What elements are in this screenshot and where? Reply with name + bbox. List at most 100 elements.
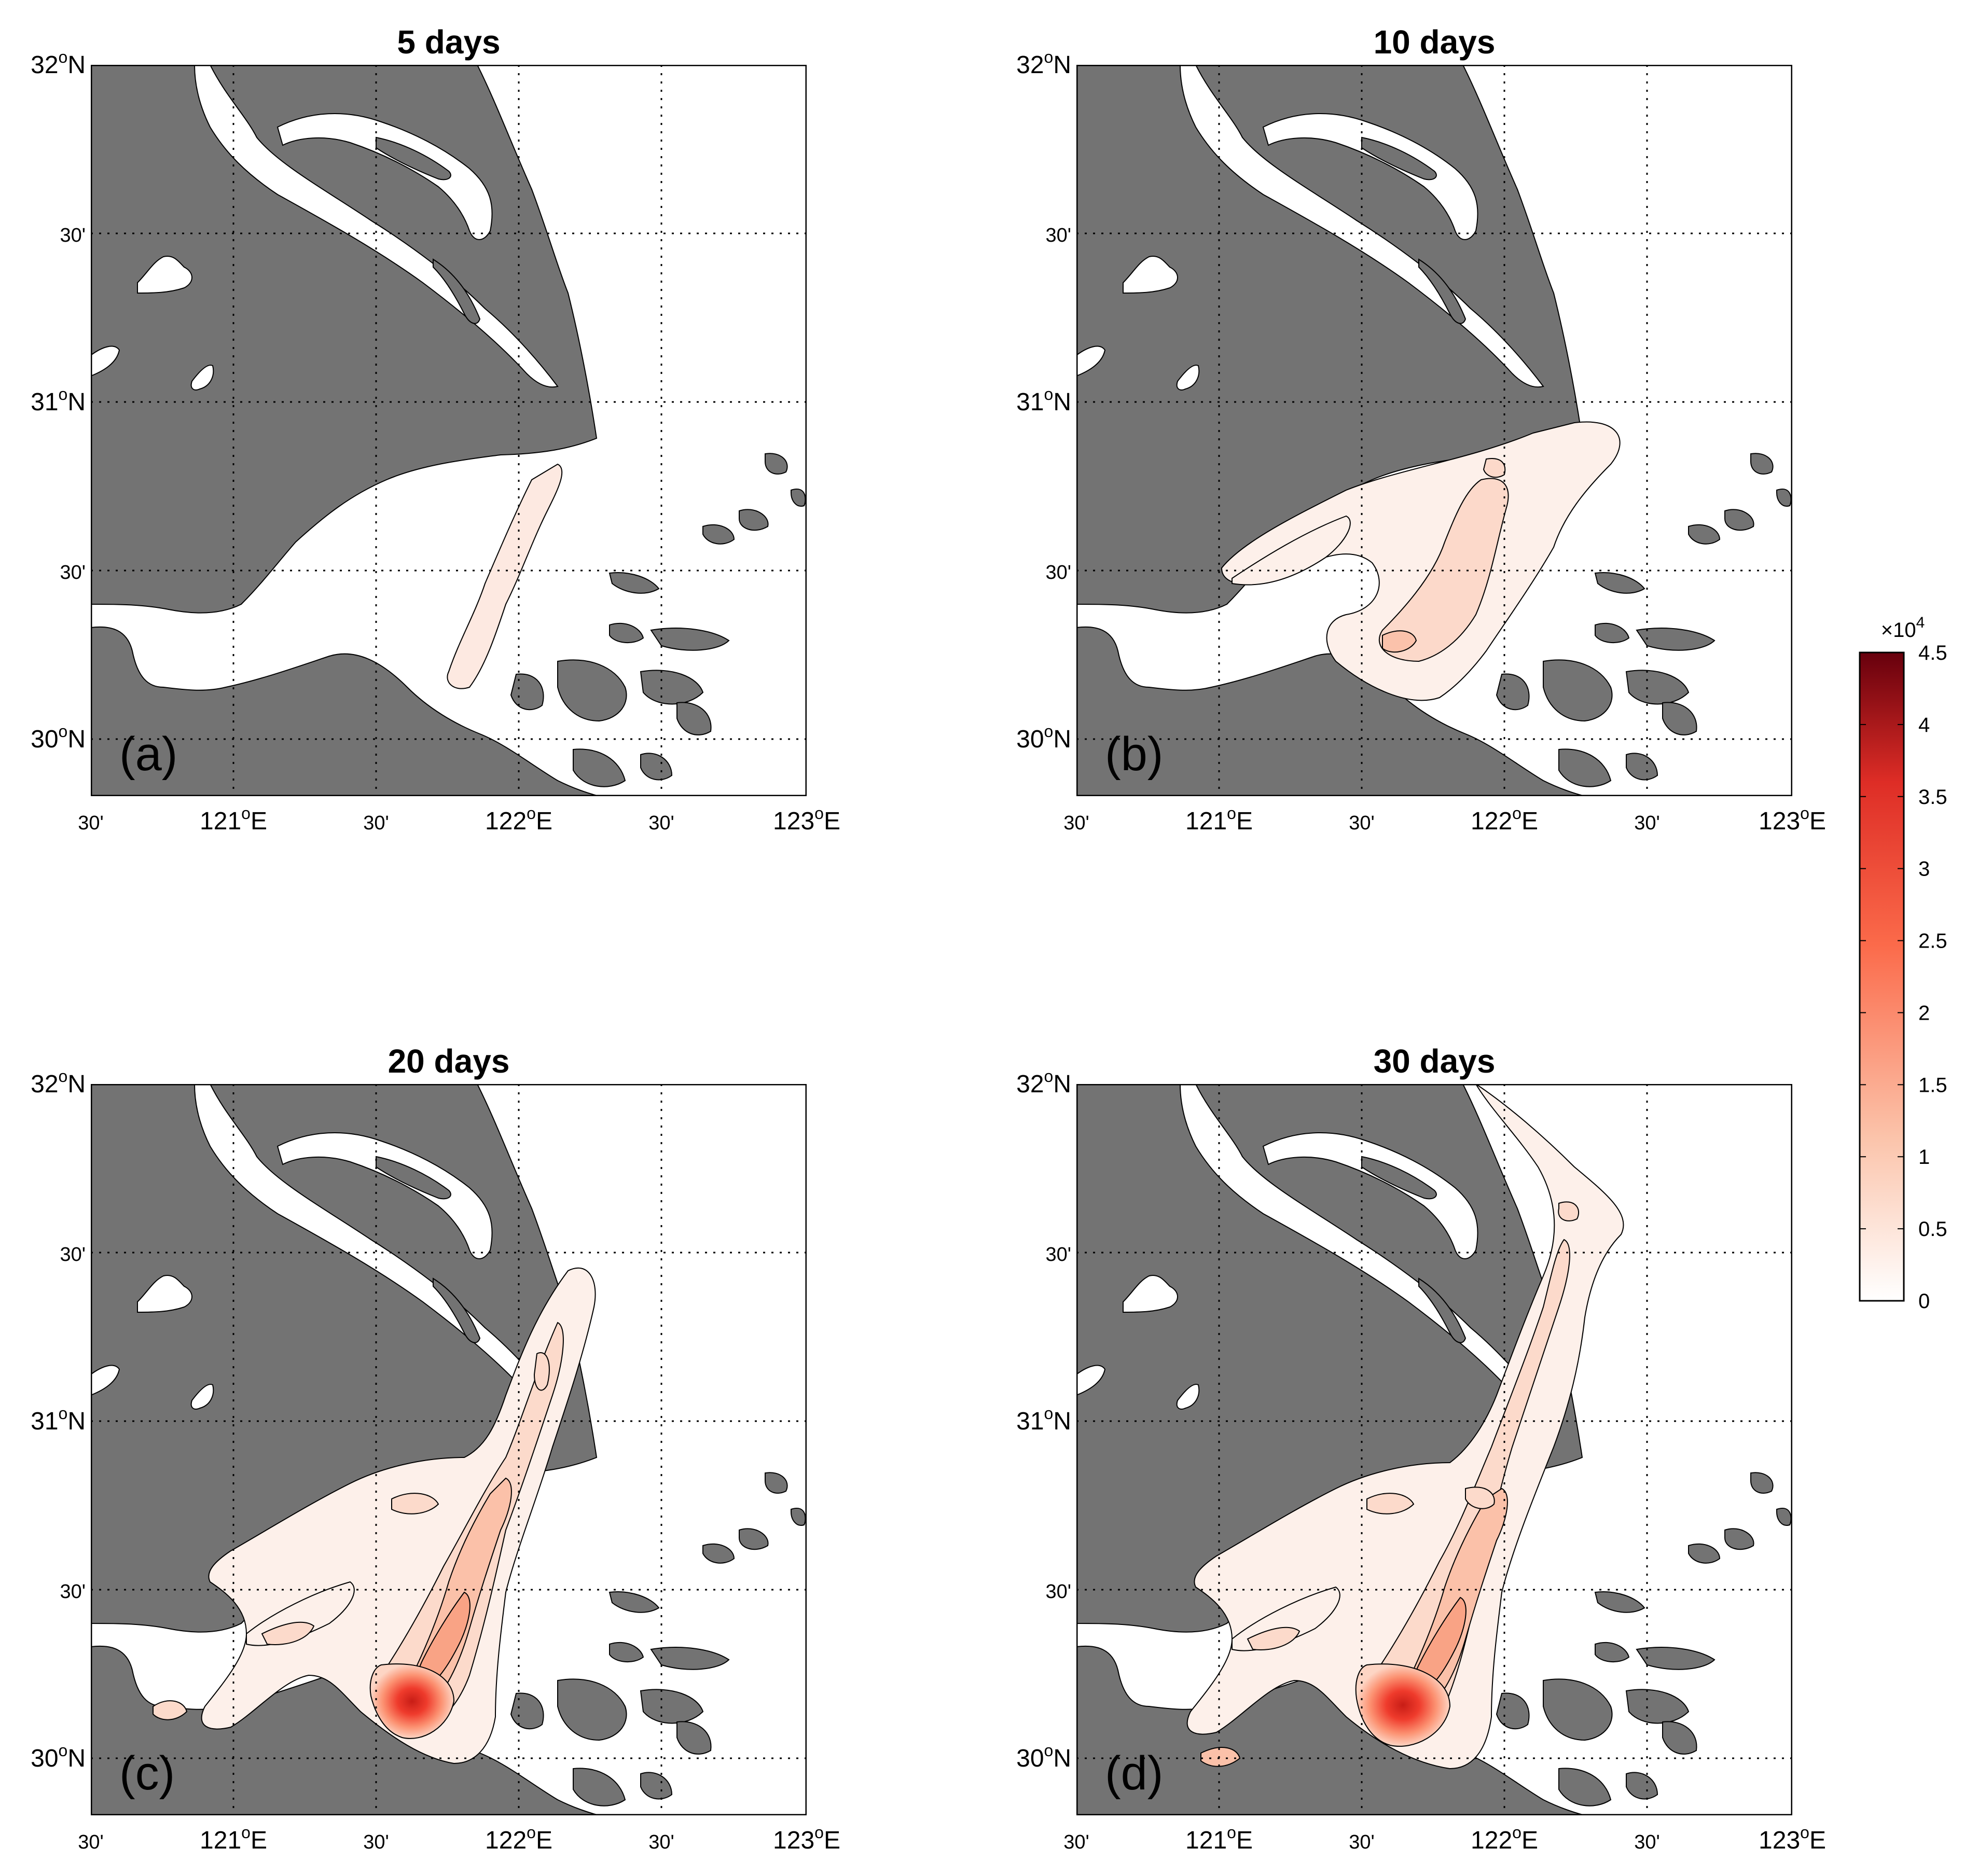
colorbar-tick-label: 0.5: [1918, 1218, 1947, 1241]
lake: [1176, 1384, 1200, 1410]
concentration-contours: [153, 1267, 596, 1764]
latitude-tick-label: 31oN: [1016, 1404, 1071, 1435]
colorbar-tick-label: 4: [1918, 714, 1930, 736]
colorbar-multiplier: ×104: [1881, 614, 1925, 642]
colorbar-tick-label: 3.5: [1918, 786, 1947, 809]
lake: [190, 1384, 214, 1410]
longitude-tick-label: 123oE: [773, 804, 840, 835]
panel-c: 20 days: [91, 1043, 807, 1815]
latitude-tick-label-minor: 30': [60, 225, 86, 246]
island: [376, 136, 451, 180]
panel-d: 30 days: [1076, 1043, 1792, 1815]
map-c: [91, 1084, 807, 1815]
plot-frame: [1076, 65, 1792, 796]
latitude-tick-label-minor: 30': [60, 562, 86, 583]
panel-title: 20 days: [388, 1043, 510, 1080]
colorbar-tick-label: 3: [1918, 858, 1930, 881]
lake: [1076, 1365, 1106, 1396]
latitude-tick-label-minor: 30': [1045, 562, 1071, 583]
plot-frame: [1076, 1084, 1792, 1815]
colorbar: 00.511.522.533.544.5 ×104: [1859, 614, 1947, 1313]
longitude-tick-label: 121oE: [1185, 804, 1253, 835]
map-a: [91, 65, 807, 796]
latitude-tick-label-minor: 30': [60, 1244, 86, 1266]
plot-frame: [91, 1084, 807, 1815]
plot-frame: [91, 65, 807, 796]
lake: [1076, 345, 1106, 377]
latitude-tick-label-minor: 30': [60, 1581, 86, 1603]
panel-label: (c): [119, 1747, 175, 1800]
longitude-tick-label: 123oE: [1759, 804, 1826, 835]
latitude-tick-label: 30oN: [1016, 722, 1071, 753]
island: [376, 1156, 451, 1200]
panel-title: 5 days: [397, 23, 500, 61]
grid-lines: [91, 65, 807, 796]
longitude-tick-label: 122oE: [485, 804, 552, 835]
longitude-tick-label-minor: 30': [1634, 812, 1660, 834]
offshore-islands: [510, 1472, 806, 1806]
offshore-islands: [1496, 1472, 1792, 1806]
lake: [1176, 365, 1200, 391]
longitude-tick-label-minor: 30': [648, 812, 674, 834]
longitude-tick-label-minor: 30': [1063, 812, 1089, 834]
colorbar-tick-label: 0: [1918, 1290, 1930, 1313]
map-d: [1076, 1084, 1792, 1815]
latitude-tick-label: 32oN: [31, 1067, 86, 1098]
colorbar-gradient: [1859, 651, 1905, 1302]
longitude-tick-label-minor: 30': [78, 1831, 104, 1853]
colorbar-multiplier-base: ×10: [1881, 619, 1916, 642]
longitude-tick-label-minor: 30': [363, 1831, 389, 1853]
offshore-islands: [510, 453, 806, 787]
longitude-tick-label: 121oE: [200, 1823, 267, 1854]
latitude-tick-label: 30oN: [31, 1741, 86, 1772]
grid-lines: [1076, 65, 1792, 796]
lake: [91, 345, 120, 377]
landmass-south: [91, 626, 600, 796]
lake: [1123, 1275, 1178, 1313]
longitude-tick-label: 122oE: [485, 1823, 552, 1854]
latitude-tick-label: 30oN: [31, 722, 86, 753]
longitude-tick-label: 121oE: [200, 804, 267, 835]
colorbar-tick-label: 1: [1918, 1146, 1930, 1169]
lake: [1123, 256, 1178, 294]
longitude-tick-label-minor: 30': [1634, 1831, 1660, 1853]
longitude-tick-label-minor: 30': [78, 812, 104, 834]
latitude-tick-label: 32oN: [31, 48, 86, 79]
longitude-tick-label: 123oE: [1759, 1823, 1826, 1854]
lake: [137, 1275, 192, 1313]
island: [433, 258, 481, 324]
panel-a: 5 days: [91, 23, 807, 796]
colorbar-multiplier-exponent: 4: [1916, 614, 1925, 631]
longitude-tick-label-minor: 30': [648, 1831, 674, 1853]
colorbar-tick-label: 4.5: [1918, 642, 1947, 664]
latitude-tick-label: 31oN: [1016, 385, 1071, 416]
grid-lines: [1076, 1084, 1792, 1815]
longitude-tick-label: 121oE: [1185, 1823, 1253, 1854]
island: [1418, 258, 1467, 324]
latitude-tick-label-minor: 30': [1045, 225, 1071, 246]
latitude-tick-label: 30oN: [1016, 1741, 1071, 1772]
latitude-tick-label: 32oN: [1016, 48, 1071, 79]
latitude-tick-label-minor: 30': [1045, 1244, 1071, 1266]
longitude-tick-label-minor: 30': [1063, 1831, 1089, 1853]
panel-label: (a): [119, 728, 177, 781]
axis-tick-labels: 32oN 30' 31oN 30' 30oN 30' 121oE 30' 122oE 30' 123…: [31, 48, 1826, 1854]
panel-label: (d): [1105, 1747, 1163, 1800]
lake: [190, 365, 214, 391]
grid-lines: [91, 1084, 807, 1815]
panel-title: 10 days: [1374, 23, 1496, 61]
lake: [137, 256, 192, 294]
offshore-islands: [1496, 453, 1792, 787]
concentration-contour: [447, 463, 563, 689]
colorbar-ticks: 0 0.5 1 1.5 2 2.5 3 3.5 4 4.5: [1860, 642, 1947, 1313]
panel-title: 30 days: [1374, 1043, 1496, 1080]
latitude-tick-label: 31oN: [31, 1404, 86, 1435]
longitude-tick-label: 122oE: [1471, 804, 1538, 835]
island: [1361, 136, 1437, 180]
colorbar-tick-label: 2: [1918, 1002, 1930, 1024]
island: [433, 1277, 481, 1343]
latitude-tick-label-minor: 30': [1045, 1581, 1071, 1603]
lake: [91, 1365, 120, 1396]
longitude-tick-label-minor: 30': [1349, 812, 1375, 834]
